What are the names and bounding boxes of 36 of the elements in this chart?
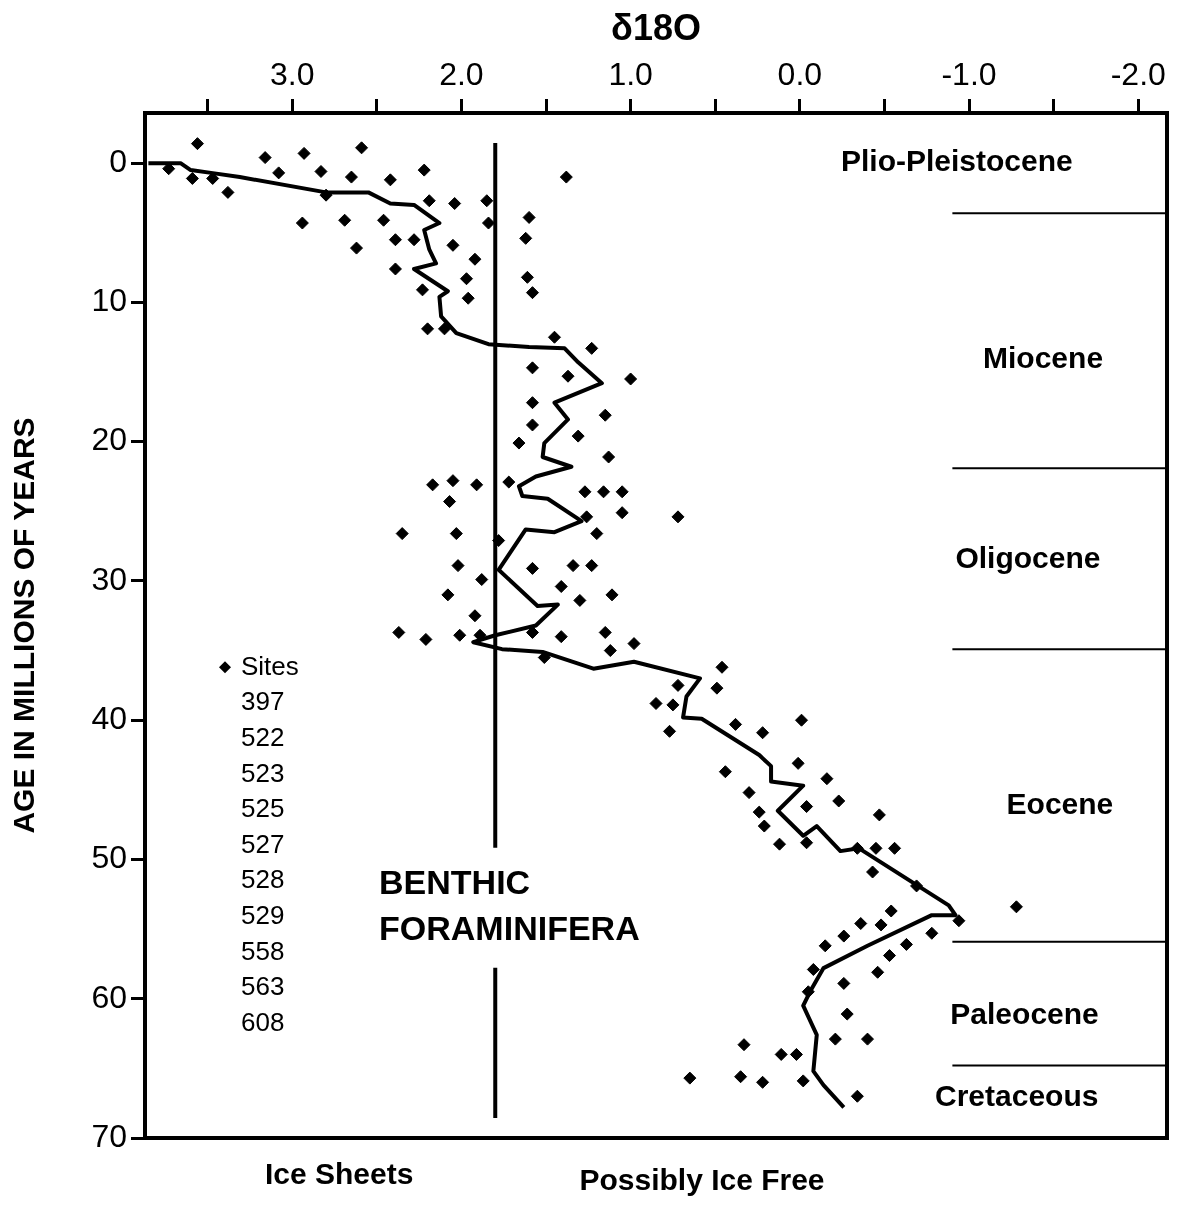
annotation: Oligocene [955, 541, 1101, 575]
x-tick-label: 1.0 [608, 55, 653, 92]
y-tick-label: 50 [91, 839, 127, 876]
x-tick-label: 2.0 [439, 55, 484, 92]
annotation: 563 [241, 971, 285, 1002]
annotation: 528 [241, 864, 285, 895]
x-tick-label: -1.0 [941, 55, 997, 92]
y-tick-label: 60 [91, 978, 127, 1015]
x-tick-label: -2.0 [1110, 55, 1166, 92]
annotation: Cretaceous [935, 1079, 1099, 1113]
y-tick-label: 30 [91, 560, 127, 597]
y-axis-title: AGE IN MILLIONS OF YEARS [7, 417, 41, 834]
annotation: 522 [241, 722, 285, 753]
annotation: Paleocene [950, 997, 1099, 1031]
y-tick-label: 0 [109, 142, 127, 179]
y-tick-label: 20 [91, 421, 127, 458]
y-tick-label: 70 [91, 1117, 127, 1154]
annotation: Miocene [983, 341, 1104, 375]
annotation: 525 [241, 793, 285, 824]
annotation: 397 [241, 686, 285, 717]
x-axis-title: δ18O [611, 6, 701, 48]
legend-label: Sites [241, 651, 299, 682]
ref-line-label: BENTHIC FORAMINIFERA [379, 863, 640, 948]
x-tick-label: 3.0 [269, 55, 315, 92]
x-tick-label: 0.0 [777, 55, 823, 92]
annotation: 608 [241, 1006, 285, 1037]
annotation: Plio-Pleistocene [840, 144, 1073, 178]
annotation: 523 [241, 757, 285, 788]
annotation: 558 [241, 935, 285, 966]
annotation: 529 [241, 900, 285, 931]
text: Ice Sheets [264, 1157, 414, 1191]
text: Possibly Ice Free [579, 1163, 825, 1197]
y-tick-label: 10 [91, 282, 127, 319]
y-tick-label: 40 [91, 700, 127, 737]
annotation: Eocene [1006, 787, 1114, 821]
annotation: 527 [241, 828, 285, 859]
